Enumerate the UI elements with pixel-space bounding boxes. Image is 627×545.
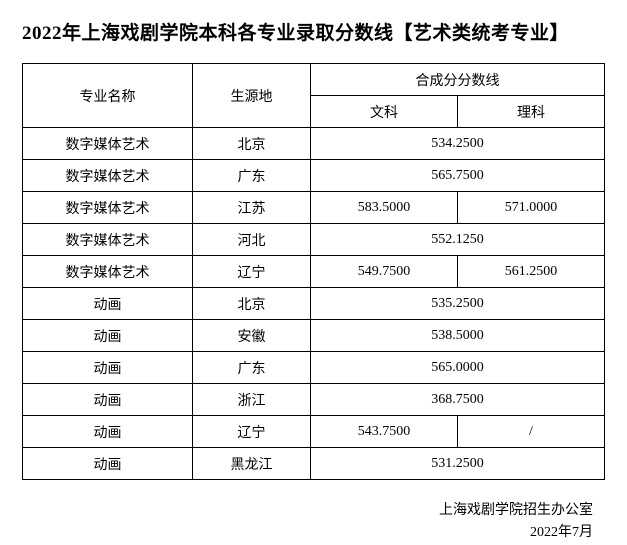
cell-origin: 北京 xyxy=(193,288,311,320)
table-row: 数字媒体艺术河北552.1250 xyxy=(23,224,605,256)
table-body: 数字媒体艺术北京534.2500数字媒体艺术广东565.7500数字媒体艺术江苏… xyxy=(23,128,605,480)
cell-major: 动画 xyxy=(23,288,193,320)
cell-score-merged: 535.2500 xyxy=(311,288,605,320)
cell-like: 571.0000 xyxy=(458,192,605,224)
cell-like: 561.2500 xyxy=(458,256,605,288)
cell-major: 数字媒体艺术 xyxy=(23,192,193,224)
table-row: 数字媒体艺术江苏583.5000571.0000 xyxy=(23,192,605,224)
cell-major: 动画 xyxy=(23,384,193,416)
cell-wenke: 583.5000 xyxy=(311,192,458,224)
cell-score-merged: 534.2500 xyxy=(311,128,605,160)
table-header-row: 专业名称 生源地 合成分分数线 xyxy=(23,64,605,96)
cell-origin: 浙江 xyxy=(193,384,311,416)
cell-wenke: 543.7500 xyxy=(311,416,458,448)
footer: 上海戏剧学院招生办公室 2022年7月 xyxy=(22,500,605,545)
cell-major: 数字媒体艺术 xyxy=(23,128,193,160)
cell-score-merged: 531.2500 xyxy=(311,448,605,480)
table-row: 动画辽宁543.7500/ xyxy=(23,416,605,448)
table-row: 动画黑龙江531.2500 xyxy=(23,448,605,480)
cell-wenke: 549.7500 xyxy=(311,256,458,288)
score-table: 专业名称 生源地 合成分分数线 文科 理科 数字媒体艺术北京534.2500数字… xyxy=(22,63,605,480)
cell-origin: 江苏 xyxy=(193,192,311,224)
footer-office: 上海戏剧学院招生办公室 xyxy=(22,500,593,522)
cell-origin: 辽宁 xyxy=(193,416,311,448)
header-score-group: 合成分分数线 xyxy=(311,64,605,96)
cell-origin: 辽宁 xyxy=(193,256,311,288)
table-row: 动画广东565.0000 xyxy=(23,352,605,384)
cell-major: 动画 xyxy=(23,448,193,480)
cell-major: 数字媒体艺术 xyxy=(23,224,193,256)
cell-major: 动画 xyxy=(23,352,193,384)
cell-score-merged: 565.7500 xyxy=(311,160,605,192)
cell-origin: 河北 xyxy=(193,224,311,256)
header-origin: 生源地 xyxy=(193,64,311,128)
cell-origin: 广东 xyxy=(193,352,311,384)
cell-origin: 安徽 xyxy=(193,320,311,352)
cell-origin: 黑龙江 xyxy=(193,448,311,480)
cell-origin: 北京 xyxy=(193,128,311,160)
cell-score-merged: 368.7500 xyxy=(311,384,605,416)
cell-origin: 广东 xyxy=(193,160,311,192)
cell-like: / xyxy=(458,416,605,448)
footer-date: 2022年7月 xyxy=(22,522,593,544)
cell-major: 动画 xyxy=(23,416,193,448)
header-like: 理科 xyxy=(458,96,605,128)
cell-major: 数字媒体艺术 xyxy=(23,160,193,192)
cell-score-merged: 538.5000 xyxy=(311,320,605,352)
cell-score-merged: 565.0000 xyxy=(311,352,605,384)
header-wenke: 文科 xyxy=(311,96,458,128)
cell-score-merged: 552.1250 xyxy=(311,224,605,256)
cell-major: 数字媒体艺术 xyxy=(23,256,193,288)
table-row: 动画北京535.2500 xyxy=(23,288,605,320)
table-row: 数字媒体艺术广东565.7500 xyxy=(23,160,605,192)
table-row: 数字媒体艺术辽宁549.7500561.2500 xyxy=(23,256,605,288)
header-major: 专业名称 xyxy=(23,64,193,128)
page-title: 2022年上海戏剧学院本科各专业录取分数线【艺术类统考专业】 xyxy=(22,18,605,45)
cell-major: 动画 xyxy=(23,320,193,352)
table-row: 动画安徽538.5000 xyxy=(23,320,605,352)
table-row: 数字媒体艺术北京534.2500 xyxy=(23,128,605,160)
table-row: 动画浙江368.7500 xyxy=(23,384,605,416)
